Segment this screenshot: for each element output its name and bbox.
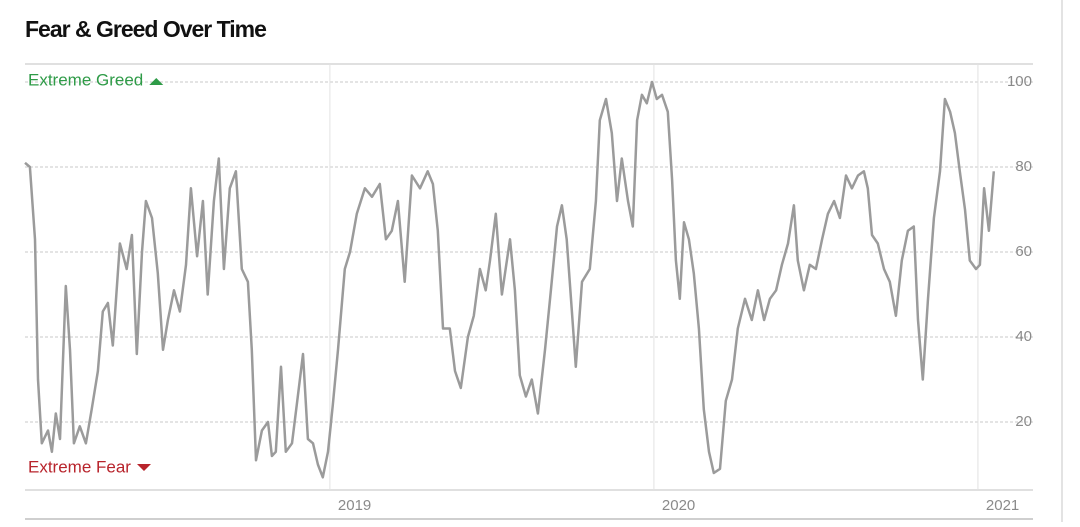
y-tick-label: 100 <box>1007 73 1032 90</box>
grid: 20 40 60 80 100 2019 2020 2021 <box>25 64 1033 514</box>
plot <box>24 80 996 479</box>
y-tick-label: 80 <box>1015 158 1032 175</box>
y-tick-label: 60 <box>1015 243 1032 260</box>
x-tick-label: 2020 <box>662 497 695 514</box>
up-triangle <box>149 78 164 85</box>
extreme-greed-label: Extreme Greed <box>28 70 143 89</box>
x-tick-label: 2019 <box>338 497 371 514</box>
y-tick-label: 40 <box>1015 328 1032 345</box>
chart-title: Fear & Greed Over Time <box>25 16 266 42</box>
x-tick-label: 2021 <box>986 497 1019 514</box>
y-tick-label: 20 <box>1015 413 1032 430</box>
extreme-fear-label: Extreme Fear <box>28 457 131 476</box>
down-triangle <box>136 464 151 471</box>
data-line <box>24 80 996 479</box>
